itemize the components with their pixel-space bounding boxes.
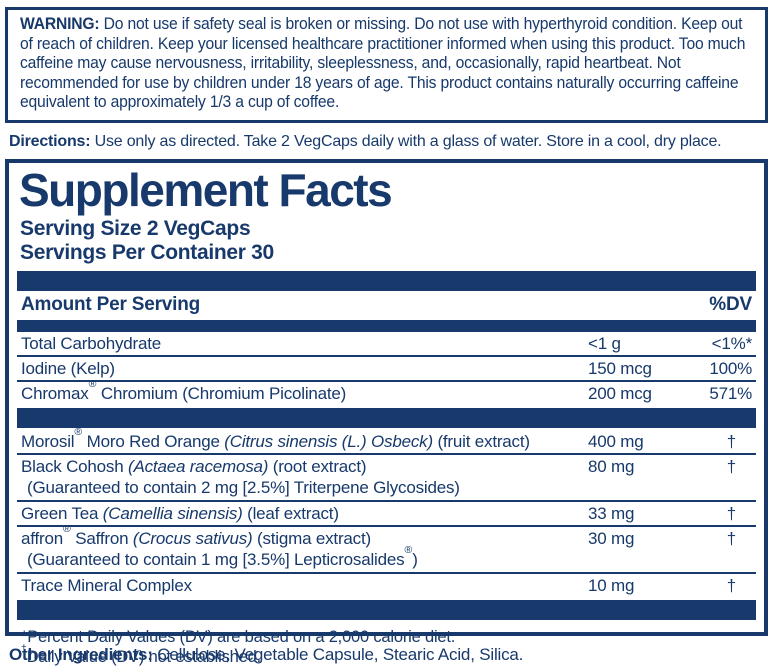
ingredient-row-main: Trace Mineral Complex 10 mg †	[17, 574, 756, 597]
ingredient-row: Morosil® Moro Red Orange (Citrus sinensi…	[17, 426, 756, 455]
divider-bar	[17, 599, 756, 620]
column-header-row: Amount Per Serving %DV	[17, 291, 756, 318]
servings-per-container: Servings Per Container 30	[20, 240, 274, 264]
ingredient-dv: †	[726, 431, 736, 451]
ingredient-row: affron® Saffron (Crocus sativus) (stigma…	[17, 523, 756, 574]
ingredient-row-main: Chromax® Chromium (Chromium Picolinate) 2…	[17, 378, 756, 405]
ingredient-name: Green Tea (Camellia sinensis) (leaf extr…	[21, 503, 339, 523]
ingredient-name: Trace Mineral Complex	[21, 575, 192, 595]
ingredient-rows: Total Carbohydrate <1 g <1%* Iodine (Kelp) 1…	[17, 332, 756, 620]
supplement-facts-panel: Supplement Facts Serving Size 2 VegCaps …	[5, 158, 768, 666]
ingredient-row-main: Morosil® Moro Red Orange (Citrus sinensi…	[17, 426, 756, 453]
directions-label: Directions:	[9, 132, 91, 150]
ingredient-dv: †	[726, 456, 736, 476]
ingredient-dv: †	[726, 575, 736, 595]
ingredient-amount: 33 mg	[588, 503, 635, 523]
ingredient-dv: †	[726, 503, 736, 523]
ingredient-amount: 200 mcg	[588, 383, 652, 403]
warning-box: WARNING: Do not use if safety seal is br…	[5, 7, 768, 123]
ingredient-amount: 80 mg	[588, 456, 635, 476]
ingredient-amount: 30 mg	[588, 528, 635, 548]
amount-per-serving-header: Amount Per Serving	[21, 293, 201, 315]
ingredient-row: Trace Mineral Complex 10 mg †	[17, 574, 756, 597]
other-ingredients: Other Ingredients: Cellulose, Vegetable …	[9, 645, 765, 665]
ingredient-row-main: Black Cohosh (Actaea racemosa) (root ext…	[17, 455, 756, 478]
ingredient-row-main: Total Carbohydrate <1 g <1%*	[17, 332, 756, 355]
ingredient-dv: 100%	[709, 358, 752, 378]
ingredient-name: Morosil® Moro Red Orange (Citrus sinensi…	[21, 426, 530, 451]
dv-header: %DV	[709, 293, 752, 315]
divider-bar	[17, 407, 756, 428]
supplement-facts-title: Supplement Facts	[19, 163, 393, 216]
directions-body: Use only as directed. Take 2 VegCaps dai…	[94, 132, 722, 150]
ingredient-amount: 400 mg	[588, 431, 644, 451]
warning-label: WARNING:	[20, 15, 100, 33]
ingredient-row: Total Carbohydrate <1 g <1%*	[17, 332, 756, 357]
ingredient-row: Green Tea (Camellia sinensis) (leaf extr…	[17, 502, 756, 527]
ingredient-amount: <1 g	[588, 333, 621, 353]
ingredient-row-main: Green Tea (Camellia sinensis) (leaf extr…	[17, 502, 756, 525]
divider-bar-header	[17, 319, 756, 332]
ingredient-row: Black Cohosh (Actaea racemosa) (root ext…	[17, 455, 756, 502]
serving-size: Serving Size 2 VegCaps	[20, 216, 251, 240]
ingredient-row: Chromax® Chromium (Chromium Picolinate) 2…	[17, 378, 756, 405]
ingredient-guarantee: (Guaranteed to contain 1 mg [3.5%] Lepti…	[27, 544, 418, 569]
ingredient-row-main: Iodine (Kelp) 150 mcg 100%	[17, 357, 756, 380]
ingredient-name: Black Cohosh (Actaea racemosa) (root ext…	[21, 456, 367, 476]
ingredient-row: Iodine (Kelp) 150 mcg 100%	[17, 357, 756, 382]
ingredient-guarantee: (Guaranteed to contain 2 mg [2.5%] Trite…	[27, 477, 460, 497]
ingredient-name: affron® Saffron (Crocus sativus) (stigma…	[21, 523, 371, 548]
warning-body: Do not use if safety seal is broken or m…	[20, 15, 746, 111]
ingredient-name: Chromax® Chromium (Chromium Picolinate)	[21, 378, 347, 403]
ingredient-name: Iodine (Kelp)	[21, 358, 115, 378]
ingredient-dv: 571%	[709, 383, 752, 403]
ingredient-amount: 10 mg	[588, 575, 635, 595]
supplement-label: WARNING: Do not use if safety seal is br…	[0, 7, 773, 667]
other-ingredients-label: Other Ingredients:	[9, 644, 153, 664]
ingredient-amount: 150 mcg	[588, 358, 652, 378]
divider-bar-top	[17, 270, 756, 291]
warning-text: WARNING: Do not use if safety seal is br…	[20, 15, 753, 113]
footnote: *Percent Daily Values (DV) are based on …	[21, 627, 456, 646]
ingredient-dv: <1%*	[711, 333, 753, 353]
ingredient-dv: †	[726, 528, 736, 548]
directions-text: Directions: Use only as directed. Take 2…	[9, 132, 765, 152]
ingredient-row-main: affron® Saffron (Crocus sativus) (stigma…	[17, 523, 756, 550]
other-ingredients-body: Cellulose, Vegetable Capsule, Stearic Ac…	[157, 644, 524, 664]
ingredient-name: Total Carbohydrate	[21, 333, 162, 353]
